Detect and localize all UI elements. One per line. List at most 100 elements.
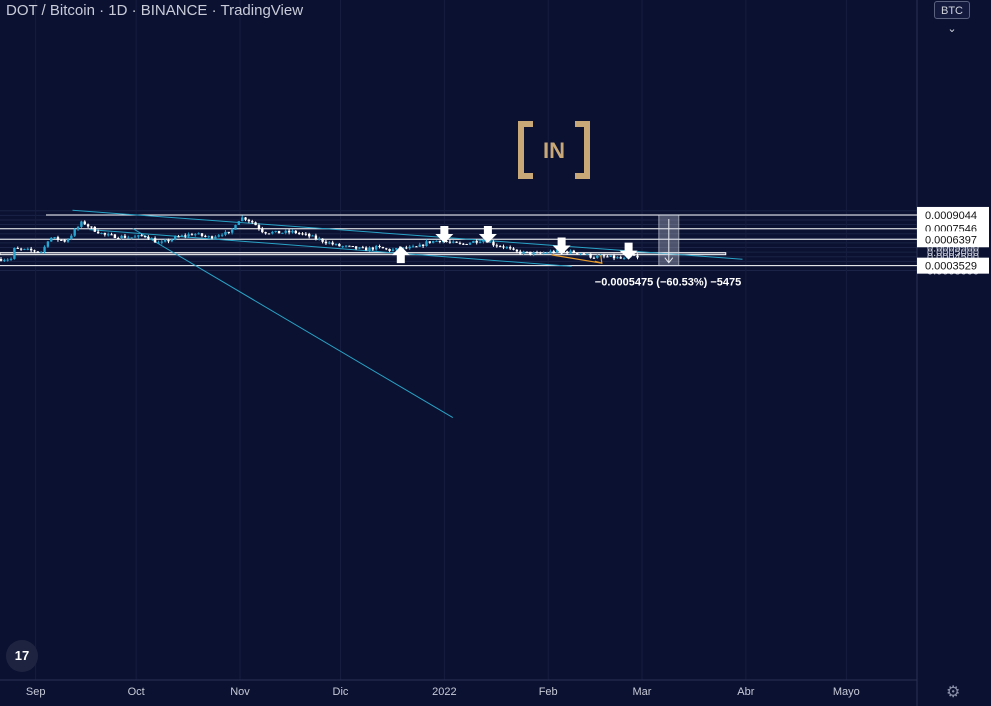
candle-body	[107, 234, 110, 236]
candle-body	[589, 253, 592, 258]
candle-body	[210, 236, 214, 239]
candle-body	[472, 241, 475, 243]
down-arrow-marker	[435, 226, 454, 244]
time-tick-label: 2022	[432, 686, 456, 698]
candle-body	[274, 230, 277, 232]
candle-body	[509, 247, 512, 249]
currency-selector-button[interactable]: BTC ⌄	[934, 1, 970, 35]
candle-body	[576, 252, 579, 254]
candle-body	[408, 246, 411, 249]
channel-mid-line[interactable]	[132, 228, 454, 419]
candle-body	[157, 242, 160, 244]
candle-body	[234, 224, 237, 230]
candle-body	[197, 233, 200, 235]
candle-body	[535, 252, 539, 254]
candle-body	[120, 235, 123, 239]
candle-body	[311, 235, 314, 237]
candle-body	[254, 222, 257, 226]
candle-body	[90, 226, 93, 228]
candle-body	[431, 241, 435, 243]
candle-body	[13, 247, 16, 259]
candle-body	[418, 244, 421, 247]
candle-body	[358, 247, 361, 249]
candle-body	[43, 246, 46, 252]
candle-body	[194, 234, 197, 236]
candle-body	[488, 241, 492, 243]
support-zone-rect[interactable]	[0, 252, 727, 256]
candle-body	[217, 235, 220, 237]
candle-body	[297, 233, 301, 235]
candle-body	[214, 236, 217, 239]
candle-body	[569, 250, 572, 254]
candle-body	[271, 231, 274, 234]
candle-body	[113, 234, 117, 238]
candle-body	[224, 231, 227, 235]
candle-body	[174, 236, 177, 240]
candle-body	[468, 242, 472, 245]
candle-body	[277, 230, 281, 234]
candle-body	[539, 252, 542, 254]
candle-body	[117, 237, 120, 239]
candle-body	[415, 246, 418, 248]
candle-body	[622, 258, 626, 260]
candle-body	[247, 219, 251, 222]
candle-body	[33, 250, 36, 252]
candle-body	[324, 241, 328, 244]
time-tick-label: Abr	[737, 686, 754, 698]
candle-body	[251, 221, 254, 223]
candle-body	[36, 251, 40, 253]
candle-body	[395, 248, 398, 250]
candle-body	[96, 231, 100, 234]
candle-body	[425, 241, 428, 247]
down-arrow-marker	[552, 237, 571, 255]
candle-body	[227, 231, 230, 233]
candle-body	[83, 221, 86, 225]
measure-label: −0.0005475 (−60.53%) −5475	[595, 277, 742, 289]
candle-body	[16, 247, 19, 249]
candle-body	[200, 233, 204, 236]
candle-body	[60, 239, 63, 241]
down-arrow-marker	[619, 242, 638, 260]
candle-body	[609, 255, 612, 257]
candle-body	[445, 240, 448, 242]
candle-body	[23, 248, 26, 250]
candle-body	[565, 251, 569, 254]
candle-body	[63, 240, 66, 242]
settings-gear-icon[interactable]: ⚙	[946, 684, 961, 701]
candle-body	[405, 247, 408, 249]
target-arrow-line[interactable]	[551, 254, 602, 264]
candle-body	[341, 246, 344, 248]
candle-body	[123, 235, 127, 238]
candle-body	[452, 241, 455, 243]
candle-body	[264, 232, 267, 234]
price-level-box	[917, 231, 989, 248]
time-tick-label: Oct	[128, 686, 145, 698]
candle-body	[9, 258, 13, 260]
candle-body	[133, 236, 137, 238]
candle-body	[381, 246, 385, 249]
candle-body	[50, 237, 53, 242]
candle-body	[150, 238, 153, 240]
candle-body	[612, 255, 616, 259]
candle-body	[66, 239, 70, 242]
candle-body	[291, 230, 294, 233]
candle-body	[411, 246, 415, 248]
in-logo-text: IN	[543, 138, 565, 163]
channel-lower-line[interactable]	[89, 229, 572, 267]
candle-body	[364, 247, 368, 251]
candle-body	[495, 245, 498, 247]
candle-body	[579, 253, 582, 255]
candle-body	[204, 235, 207, 237]
candle-body	[361, 247, 364, 249]
candle-body	[328, 242, 331, 244]
candle-body	[354, 246, 358, 249]
candle-body	[338, 243, 341, 247]
candle-body	[0, 259, 3, 261]
candle-body	[572, 250, 576, 253]
candle-body	[147, 236, 150, 239]
candle-body	[438, 240, 442, 243]
tradingview-logo[interactable]: 17	[6, 640, 38, 672]
candle-body	[549, 251, 552, 253]
candle-body	[458, 242, 462, 244]
